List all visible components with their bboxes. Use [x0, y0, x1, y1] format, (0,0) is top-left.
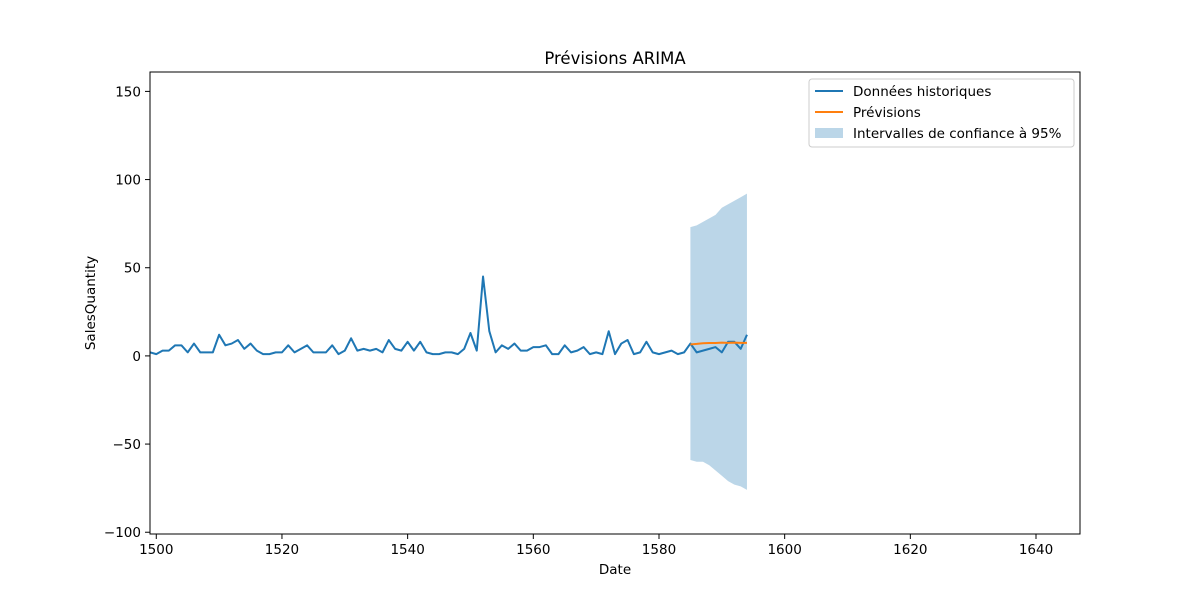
y-tick-label: −50 — [113, 437, 142, 453]
y-tick-label: 100 — [115, 173, 141, 189]
legend-label: Données historiques — [853, 84, 991, 100]
x-tick-label: 1540 — [390, 542, 424, 558]
x-tick-label: 1580 — [642, 542, 676, 558]
forecast-series-line — [690, 341, 747, 346]
confidence-interval-band — [690, 193, 747, 490]
x-tick-label: 1640 — [1019, 542, 1053, 558]
x-tick-label: 1500 — [139, 542, 173, 558]
y-axis: −100 −50 0 50 100 150 — [104, 84, 150, 541]
legend-label: Prévisions — [853, 105, 921, 121]
x-axis-label: Date — [599, 562, 631, 578]
y-axis-label: SalesQuantity — [83, 256, 99, 350]
x-tick-label: 1620 — [893, 542, 927, 558]
legend-entry-confidence: Intervalles de confiance à 95% — [815, 126, 1062, 142]
x-tick-label: 1520 — [265, 542, 299, 558]
plot-area — [149, 71, 1081, 535]
y-tick-label: 150 — [115, 84, 141, 100]
y-tick-label: −100 — [104, 525, 141, 541]
chart-title: Prévisions ARIMA — [544, 49, 686, 68]
historical-series-line — [150, 275, 748, 356]
x-tick-label: 1600 — [767, 542, 801, 558]
legend-box — [808, 78, 1075, 148]
legend-entry-historical: Données historiques — [815, 84, 991, 100]
x-tick-label: 1560 — [516, 542, 550, 558]
legend-entry-forecast: Prévisions — [815, 105, 921, 121]
legend: Données historiques Prévisions Intervalles… — [808, 78, 1075, 148]
x-axis: 1500 1520 1540 1560 1580 1600 1620 1640 — [139, 534, 1053, 558]
plot-frame — [149, 71, 1081, 535]
legend-swatch — [815, 128, 843, 138]
legend-label: Intervalles de confiance à 95% — [853, 126, 1062, 142]
y-tick-label: 0 — [132, 349, 141, 365]
y-tick-label: 50 — [124, 261, 141, 277]
